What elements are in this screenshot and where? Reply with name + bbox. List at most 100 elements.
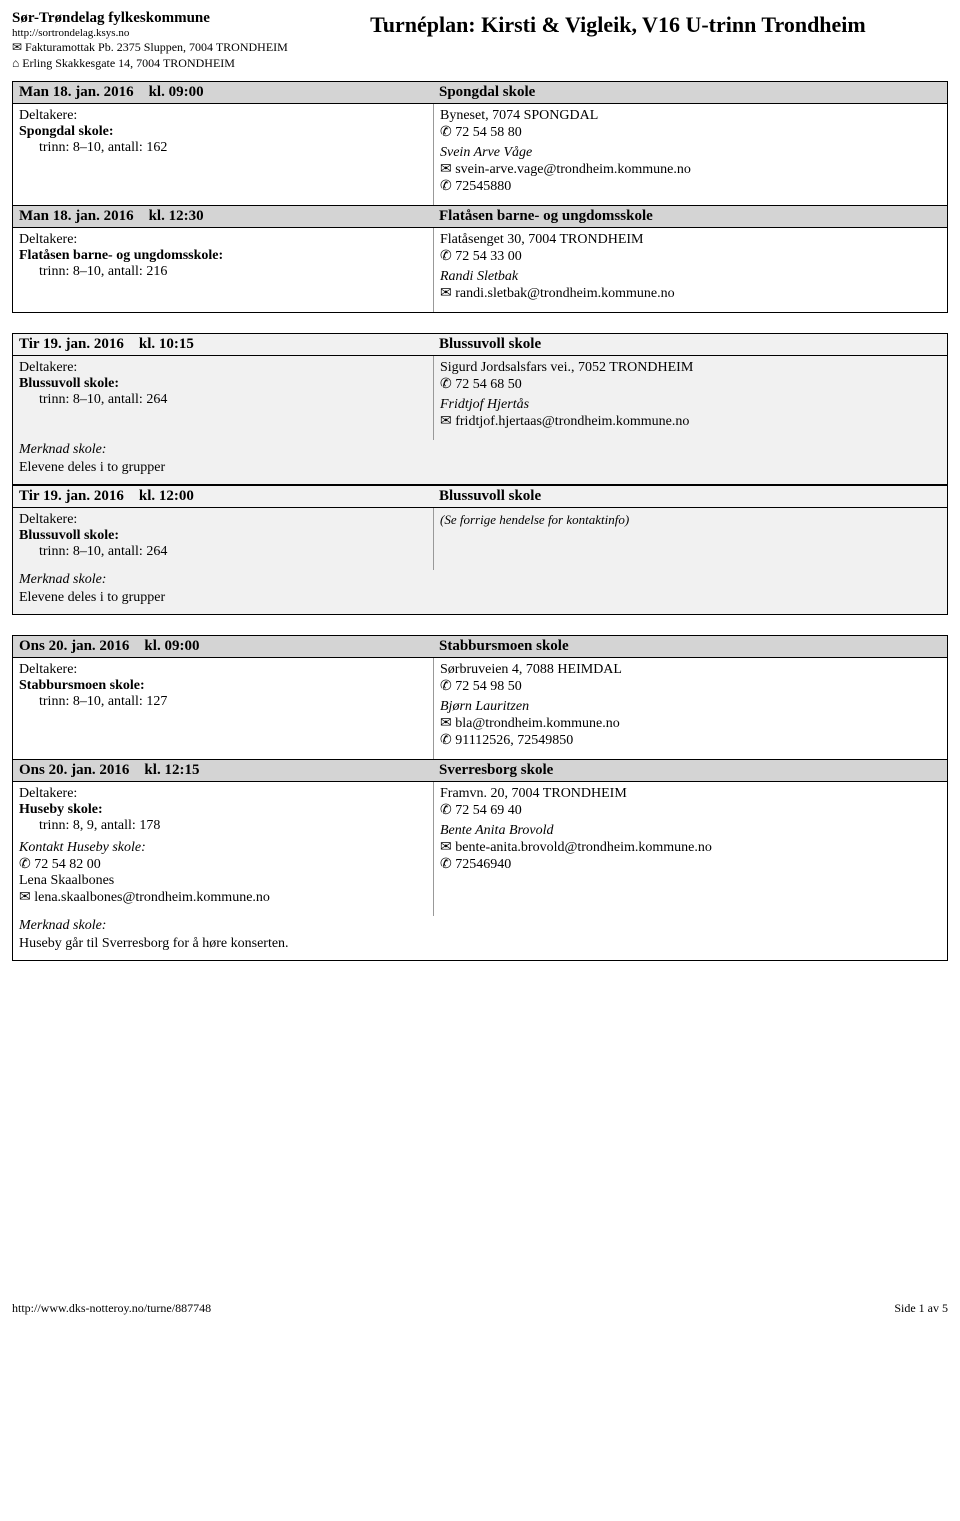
venue-address: Sørbruveien 4, 7088 HEIMDAL: [440, 662, 941, 678]
merknad-label: Merknad skole:: [19, 572, 941, 588]
merknad-label: Merknad skole:: [19, 918, 941, 934]
contact-email: ✉ randi.sletbak@trondheim.kommune.no: [440, 285, 941, 302]
venue-address: Flatåsenget 30, 7004 TRONDHEIM: [440, 232, 941, 248]
event-groups: Man 18. jan. 2016 kl. 09:00 Spongdal skol…: [12, 81, 948, 961]
contact-email: ✉ bla@trondheim.kommune.no: [440, 715, 941, 732]
deltakere-label: Deltakere:: [19, 512, 427, 528]
event-datetime: Ons 20. jan. 2016 kl. 12:15: [19, 762, 219, 779]
contact-name: Randi Sletbak: [440, 269, 941, 285]
merknad-text: Elevene deles i to grupper: [19, 460, 941, 476]
venue-address: Byneset, 7074 SPONGDAL: [440, 108, 941, 124]
event-group: Tir 19. jan. 2016 kl. 10:15 Blussuvoll sk…: [12, 333, 948, 615]
page-title: Turnéplan: Kirsti & Vigleik, V16 U-trinn…: [288, 10, 948, 38]
venue-phone: ✆ 72 54 58 80: [440, 124, 941, 141]
participant-school: Spongdal skole:: [19, 124, 427, 140]
event-left: Deltakere:Spongdal skole:trinn: 8–10, an…: [13, 104, 433, 205]
see-previous-contact: (Se forrige hendelse for kontaktinfo): [440, 512, 941, 528]
event-body: Deltakere:Blussuvoll skole:trinn: 8–10, …: [13, 356, 947, 440]
event: Ons 20. jan. 2016 kl. 12:15Sverresborg s…: [13, 759, 947, 960]
contact-name: Fridtjof Hjertås: [440, 397, 941, 413]
event-right: Byneset, 7074 SPONGDAL✆ 72 54 58 80 Svein…: [433, 104, 947, 205]
event-body: Deltakere:Flatåsen barne- og ungdomsskol…: [13, 228, 947, 312]
page-footer: http://www.dks-notteroy.no/turne/887748 …: [12, 1301, 948, 1316]
participant-trinn: trinn: 8, 9, antall: 178: [19, 818, 427, 834]
event-left: Deltakere:Huseby skole:trinn: 8, 9, anta…: [13, 782, 433, 916]
event-school-name: Blussuvoll skole: [439, 336, 941, 353]
merknad-text: Huseby går til Sverresborg for å høre ko…: [19, 936, 941, 952]
event-datetime: Ons 20. jan. 2016 kl. 09:00: [19, 638, 219, 655]
venue-address: Framvn. 20, 7004 TRONDHEIM: [440, 786, 941, 802]
participant-trinn: trinn: 8–10, antall: 216: [19, 264, 427, 280]
contact-email: ✉ fridtjof.hjertaas@trondheim.kommune.no: [440, 413, 941, 430]
participant-school: Stabbursmoen skole:: [19, 678, 427, 694]
event-group: Man 18. jan. 2016 kl. 09:00 Spongdal skol…: [12, 81, 948, 313]
event-header: Ons 20. jan. 2016 kl. 09:00Stabbursmoen …: [13, 636, 947, 658]
contact-phone: ✆ 72545880: [440, 178, 941, 195]
event-school-name: Flatåsen barne- og ungdomsskole: [439, 208, 941, 225]
event-right: Sørbruveien 4, 7088 HEIMDAL✆ 72 54 98 50…: [433, 658, 947, 759]
event-header: Ons 20. jan. 2016 kl. 12:15Sverresborg s…: [13, 760, 947, 782]
contact-name: Svein Arve Våge: [440, 145, 941, 161]
event: Ons 20. jan. 2016 kl. 09:00 Stabbursmoen …: [13, 636, 947, 759]
event-body: Deltakere:Stabbursmoen skole:trinn: 8–10…: [13, 658, 947, 759]
event-left: Deltakere:Stabbursmoen skole:trinn: 8–10…: [13, 658, 433, 759]
event-left: Deltakere:Blussuvoll skole:trinn: 8–10, …: [13, 356, 433, 440]
merknad-block: Merknad skole: Huseby går til Sverresborg…: [13, 916, 947, 960]
deltakere-label: Deltakere:: [19, 662, 427, 678]
merknad-block: Merknad skole: Elevene deles i to grupper: [13, 440, 947, 484]
event-datetime: Man 18. jan. 2016 kl. 09:00: [19, 84, 219, 101]
deltakere-label: Deltakere:: [19, 232, 427, 248]
event-left: Deltakere:Flatåsen barne- og ungdomsskol…: [13, 228, 433, 312]
event-school-name: Spongdal skole: [439, 84, 941, 101]
contact-phone: ✆ 72546940: [440, 856, 941, 873]
org-visit-address: ⌂ Erling Skakkesgate 14, 7004 TRONDHEIM: [12, 56, 288, 71]
venue-phone: ✆ 72 54 68 50: [440, 376, 941, 393]
contact-email: ✉ svein-arve.vage@trondheim.kommune.no: [440, 161, 941, 178]
event-right: Sigurd Jordsalsfars vei., 7052 TRONDHEIM…: [433, 356, 947, 440]
footer-page: Side 1 av 5: [894, 1301, 948, 1316]
event: Tir 19. jan. 2016 kl. 12:00 Blussuvoll sk…: [13, 484, 947, 614]
event-right: Framvn. 20, 7004 TRONDHEIM✆ 72 54 69 40 B…: [433, 782, 947, 916]
venue-phone: ✆ 72 54 69 40: [440, 802, 941, 819]
contact-email: ✉ bente-anita.brovold@trondheim.kommune.…: [440, 839, 941, 856]
event-datetime: Tir 19. jan. 2016 kl. 12:00: [19, 488, 219, 505]
footer-url: http://www.dks-notteroy.no/turne/887748: [12, 1301, 211, 1316]
org-block: Sør-Trøndelag fylkeskommune http://sortr…: [12, 10, 288, 71]
extra-contact-name: Lena Skaalbones: [19, 873, 427, 889]
event-header: Man 18. jan. 2016 kl. 12:30 Flatåsen barn…: [13, 206, 947, 228]
org-url: http://sortrondelag.ksys.no: [12, 27, 288, 39]
participant-trinn: trinn: 8–10, antall: 264: [19, 392, 427, 408]
venue-phone: ✆ 72 54 33 00: [440, 248, 941, 265]
deltakere-label: Deltakere:: [19, 786, 427, 802]
contact-name: Bente Anita Brovold: [440, 823, 941, 839]
event-body: Deltakere:Blussuvoll skole:trinn: 8–10, …: [13, 508, 947, 570]
participant-trinn: trinn: 8–10, antall: 264: [19, 544, 427, 560]
participant-trinn: trinn: 8–10, antall: 162: [19, 140, 427, 156]
deltakere-label: Deltakere:: [19, 360, 427, 376]
event: Man 18. jan. 2016 kl. 12:30 Flatåsen barn…: [13, 205, 947, 312]
event-header: Tir 19. jan. 2016 kl. 12:00 Blussuvoll sk…: [13, 485, 947, 508]
event-datetime: Tir 19. jan. 2016 kl. 10:15: [19, 336, 219, 353]
merknad-label: Merknad skole:: [19, 442, 941, 458]
merknad-block: Merknad skole: Elevene deles i to grupper: [13, 570, 947, 614]
event-header: Tir 19. jan. 2016 kl. 10:15 Blussuvoll sk…: [13, 334, 947, 356]
event-group: Ons 20. jan. 2016 kl. 09:00 Stabbursmoen …: [12, 635, 948, 961]
event: Tir 19. jan. 2016 kl. 10:15 Blussuvoll sk…: [13, 334, 947, 484]
event-right: (Se forrige hendelse for kontaktinfo): [433, 508, 947, 570]
participant-school: Huseby skole:: [19, 802, 427, 818]
participant-trinn: trinn: 8–10, antall: 127: [19, 694, 427, 710]
event-body: Deltakere:Huseby skole:trinn: 8, 9, anta…: [13, 782, 947, 916]
participant-school: Blussuvoll skole:: [19, 528, 427, 544]
event-school-name: Blussuvoll skole: [439, 488, 941, 505]
contact-phone: ✆ 91112526, 72549850: [440, 732, 941, 749]
event-left: Deltakere:Blussuvoll skole:trinn: 8–10, …: [13, 508, 433, 570]
event-header: Man 18. jan. 2016 kl. 09:00 Spongdal skol…: [13, 82, 947, 104]
page-header: Sør-Trøndelag fylkeskommune http://sortr…: [12, 10, 948, 71]
participant-school: Blussuvoll skole:: [19, 376, 427, 392]
merknad-text: Elevene deles i to grupper: [19, 590, 941, 606]
venue-address: Sigurd Jordsalsfars vei., 7052 TRONDHEIM: [440, 360, 941, 376]
participant-school: Flatåsen barne- og ungdomsskole:: [19, 248, 427, 264]
deltakere-label: Deltakere:: [19, 108, 427, 124]
event-right: Flatåsenget 30, 7004 TRONDHEIM✆ 72 54 33…: [433, 228, 947, 312]
event-datetime: Man 18. jan. 2016 kl. 12:30: [19, 208, 219, 225]
